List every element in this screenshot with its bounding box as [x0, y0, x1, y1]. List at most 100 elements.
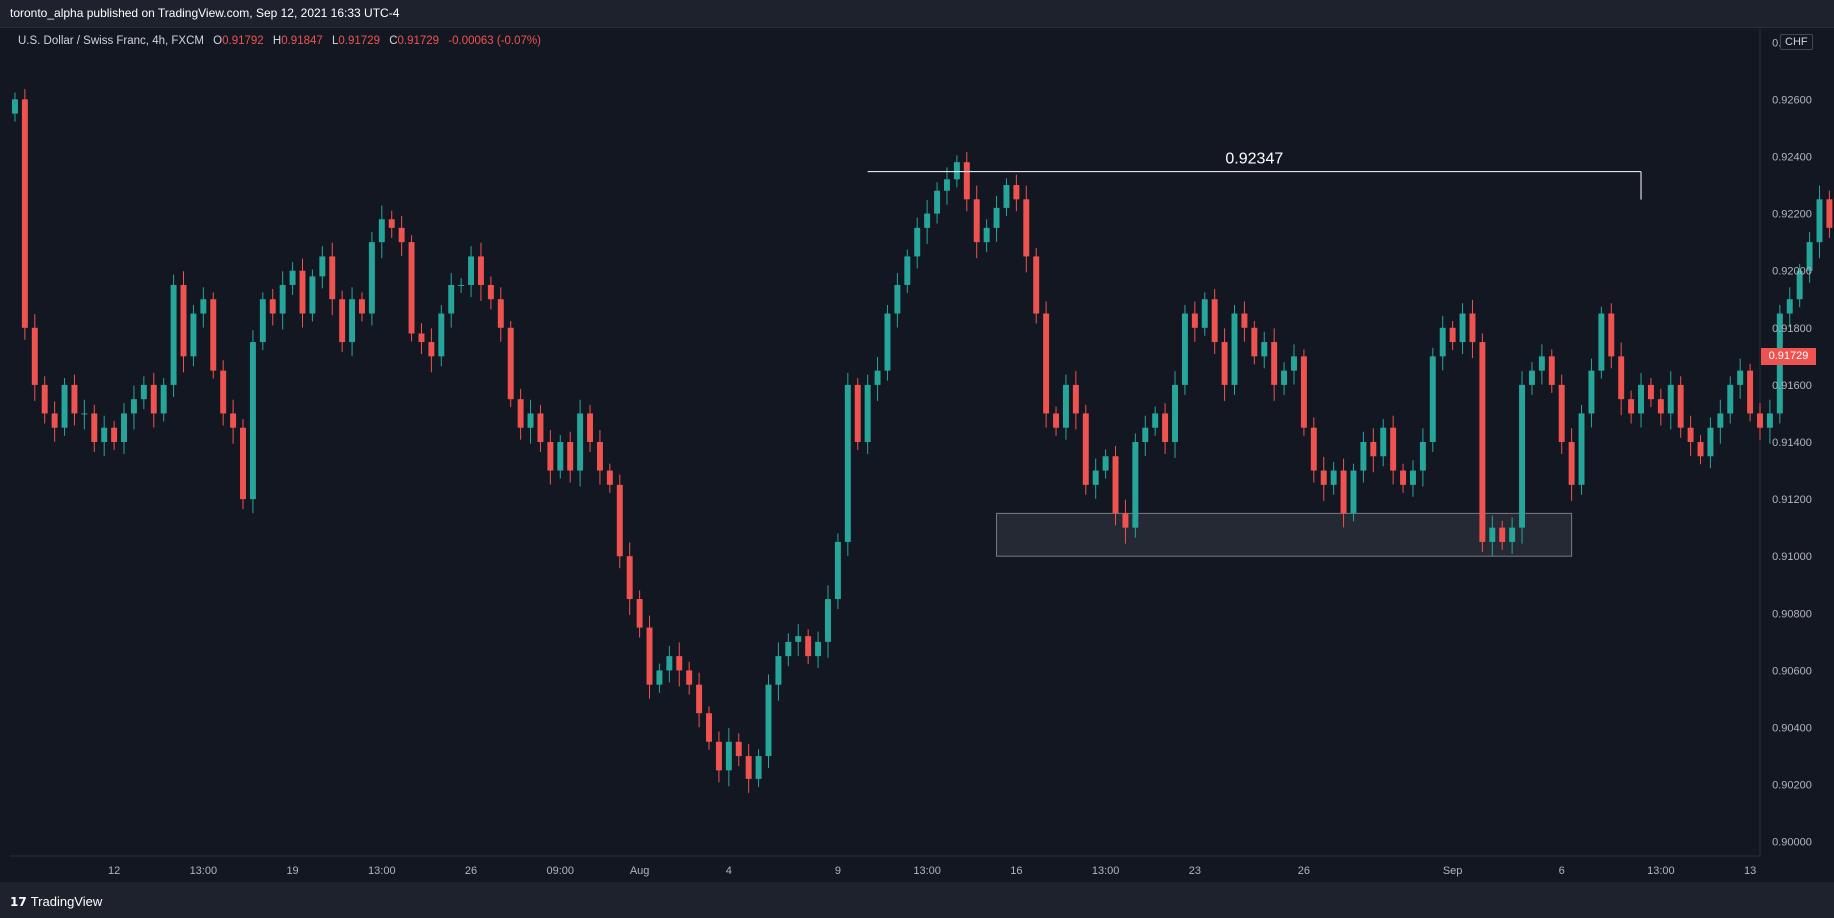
candle-body — [200, 299, 207, 314]
candle-body — [210, 299, 217, 371]
candle-body — [1281, 370, 1288, 385]
candle-body — [309, 276, 316, 314]
candle-body — [1439, 327, 1446, 357]
candle-body — [329, 256, 336, 300]
time-tick-label: 26 — [1298, 865, 1310, 877]
candle-body — [587, 413, 594, 442]
candle-body — [527, 413, 534, 428]
candle-body — [805, 636, 812, 657]
price-tick-label: 0.91800 — [1772, 323, 1812, 335]
candle-body — [1082, 413, 1089, 485]
candle-body — [1816, 199, 1823, 243]
candle-body — [418, 333, 425, 343]
candle-body — [1221, 342, 1228, 385]
time-tick-label: 6 — [1559, 865, 1565, 877]
candle-body — [1717, 413, 1724, 428]
currency-button[interactable]: CHF — [1780, 34, 1813, 50]
candle-body — [121, 413, 127, 442]
support-zone — [996, 512, 1573, 557]
candle-body — [1608, 313, 1615, 357]
tv-logo-icon: 17 — [10, 895, 27, 909]
candle-body — [825, 599, 831, 642]
candle-body — [388, 219, 395, 228]
change-value: -0.00063 (-0.07%) — [448, 35, 541, 47]
candle-body — [755, 756, 762, 779]
price-tick-label: 0.90400 — [1772, 723, 1812, 735]
candle-body — [1519, 384, 1526, 528]
candle-body — [656, 670, 663, 685]
time-tick-label: 12 — [108, 865, 120, 877]
candle-body — [596, 442, 603, 471]
time-tick-label: Aug — [630, 865, 650, 877]
candle-body — [61, 384, 68, 428]
candle-body — [477, 256, 484, 285]
candle-body — [735, 741, 742, 757]
candle-body — [81, 413, 88, 415]
candle-body — [706, 713, 712, 742]
candle-body — [993, 207, 1000, 228]
price-tick-label: 0.92200 — [1772, 209, 1812, 221]
candle-body — [715, 741, 722, 771]
candle-body — [1112, 456, 1119, 514]
time-tick-label: 13:00 — [368, 865, 396, 877]
time-tick-label: 4 — [726, 865, 732, 877]
candle-body — [1320, 470, 1327, 485]
price-tick-label: 0.92600 — [1772, 94, 1812, 106]
candle-body — [111, 427, 118, 442]
high-label: H — [272, 35, 282, 47]
candle-body — [448, 284, 455, 314]
candle-body — [874, 370, 881, 385]
low-value: 0.91729 — [338, 35, 380, 47]
candle-body — [1479, 342, 1486, 542]
symbol-legend: U.S. Dollar / Swiss Franc, 4h, FXCM O0.9… — [18, 35, 541, 47]
candle-body — [259, 299, 266, 343]
candle-body — [1489, 527, 1496, 542]
candle-body — [1826, 199, 1833, 228]
candle-body — [51, 413, 58, 428]
candle-body — [1132, 442, 1139, 528]
footer-bar: 17 TradingView — [0, 882, 1834, 918]
candle-body — [973, 199, 980, 243]
candle-body — [1330, 470, 1337, 485]
candle-body — [815, 641, 822, 657]
time-tick-label: 16 — [1010, 865, 1022, 877]
candle-body — [567, 442, 574, 471]
candle-body — [1687, 427, 1694, 442]
candle-body — [190, 313, 197, 357]
candle-body — [1261, 342, 1268, 357]
candle-body — [934, 190, 941, 214]
candle-body — [1410, 470, 1416, 485]
candle-body — [646, 627, 653, 685]
candle-body — [438, 313, 445, 357]
candle-body — [696, 684, 703, 714]
candle-body — [319, 256, 326, 277]
candle-body — [1033, 256, 1040, 314]
candle-body — [1231, 313, 1238, 385]
candle-body — [101, 427, 108, 442]
candle-body — [666, 656, 673, 671]
candle-body — [1400, 470, 1407, 485]
candle-body — [953, 162, 960, 180]
candle-body — [1181, 313, 1188, 385]
candlestick-chart[interactable]: 0.92347 0.928000.926000.924000.922000.92… — [0, 0, 1834, 882]
price-tick-label: 0.91200 — [1772, 494, 1812, 506]
tradingview-logo[interactable]: 17 TradingView — [10, 894, 102, 909]
candle-body — [150, 384, 157, 414]
candle-body — [140, 384, 147, 400]
candle-body — [1509, 527, 1516, 542]
publisher-bar: toronto_alpha published on TradingView.c… — [0, 0, 1834, 28]
candle-body — [1628, 399, 1635, 414]
symbol-name: U.S. Dollar / Swiss Franc, 4h, FXCM — [18, 35, 204, 47]
candle-body — [557, 442, 564, 471]
candle-body — [299, 270, 306, 314]
time-tick-label: 9 — [835, 865, 841, 877]
candle-body — [31, 327, 38, 385]
open-value: 0.91792 — [222, 35, 264, 47]
candle-body — [368, 242, 375, 314]
candle-body — [398, 227, 405, 243]
price-tick-label: 0.92400 — [1772, 151, 1812, 163]
candle-body — [1310, 427, 1317, 471]
candle-body — [1122, 513, 1129, 528]
candle-body — [21, 99, 28, 328]
candle-body — [71, 384, 78, 414]
